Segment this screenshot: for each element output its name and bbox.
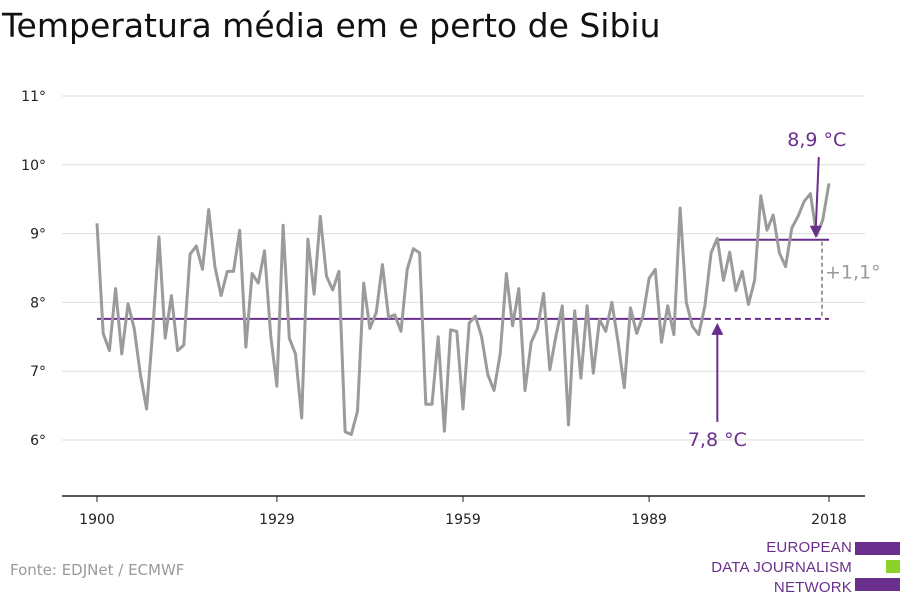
x-tick-label: 1989 <box>631 512 667 528</box>
arrow-recent-shaft <box>814 156 820 228</box>
logo-line-2: DATA JOURNALISM <box>711 559 852 576</box>
logo-line-3: NETWORK <box>773 579 852 596</box>
temperature-series-line <box>95 183 831 436</box>
annotation-difference: +1,1° <box>825 261 881 283</box>
logo-line-1: EUROPEAN <box>766 539 852 556</box>
x-tick-label: 2018 <box>811 512 847 528</box>
arrow-recent-head <box>809 225 822 238</box>
logo-bar-3 <box>855 578 900 591</box>
annotation-baseline-mean: 7,8 °C <box>688 429 747 451</box>
edjnet-logo: EUROPEAN DATA JOURNALISM NETWORK <box>700 538 900 598</box>
y-tick-label: 8° <box>30 295 46 311</box>
chart-title: Temperatura média em e perto de Sibiu <box>2 6 661 45</box>
y-tick-label: 9° <box>30 227 46 243</box>
x-tick-label: 1959 <box>445 512 481 528</box>
y-tick-label: 6° <box>30 433 46 449</box>
y-tick-label: 7° <box>30 364 46 380</box>
x-tick-label: 1900 <box>79 512 115 528</box>
arrow-baseline-head <box>711 322 724 335</box>
annotation-recent-mean: 8,9 °C <box>787 129 846 151</box>
y-tick-label: 11° <box>21 89 46 105</box>
logo-bar-1 <box>855 542 900 555</box>
source-note: Fonte: EDJNet / ECMWF <box>10 561 185 579</box>
y-tick-label: 10° <box>21 158 46 174</box>
logo-bar-2 <box>886 560 900 573</box>
x-tick-label: 1929 <box>259 512 295 528</box>
